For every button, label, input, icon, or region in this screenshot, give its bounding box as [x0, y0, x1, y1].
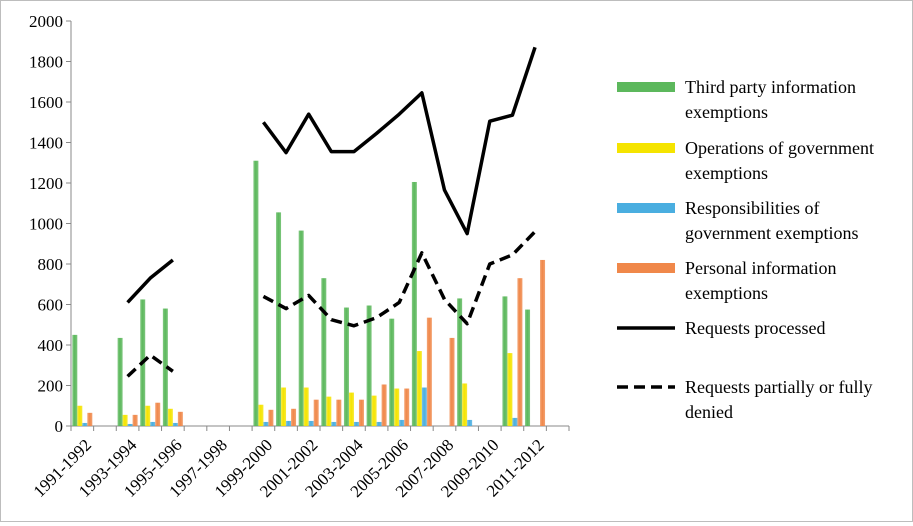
bar [426, 317, 432, 426]
legend-label: Responsibilities of [685, 198, 820, 218]
legend-label: Personal information [685, 258, 836, 278]
bar [507, 353, 513, 426]
bar [268, 409, 274, 426]
bar [258, 404, 264, 426]
bar [82, 422, 88, 426]
bar [162, 308, 168, 426]
legend-label: Operations of government [685, 138, 874, 158]
bar [336, 399, 342, 426]
legend-swatch [617, 82, 675, 92]
bar [117, 337, 123, 426]
bar [502, 296, 508, 426]
bar [467, 419, 473, 426]
legend-label: exemptions [685, 102, 768, 122]
legend-swatch [617, 203, 675, 213]
bar [155, 402, 161, 426]
requests-denied-line [126, 353, 174, 378]
bar [517, 278, 523, 426]
bar [411, 181, 417, 426]
legend-label: denied [685, 402, 733, 422]
bar [72, 334, 78, 426]
bar [343, 307, 349, 426]
bar [132, 414, 138, 426]
bar [177, 411, 183, 426]
bar [127, 423, 133, 426]
bar [286, 420, 292, 426]
bar [313, 399, 319, 426]
bar [326, 396, 332, 426]
legend-label: Third party information [685, 77, 856, 97]
legend-label: Requests processed [685, 318, 825, 338]
bar [394, 388, 400, 426]
bar [389, 318, 395, 426]
bar [281, 387, 287, 426]
legend: Third party information exemptions Operati… [617, 77, 874, 422]
legend-label: government exemptions [685, 223, 858, 243]
y-tick-label: 1400 [29, 134, 63, 153]
bar [253, 160, 259, 426]
bar [376, 421, 382, 426]
requests-processed-line [126, 258, 174, 304]
bar [449, 337, 455, 426]
bar [291, 408, 297, 426]
legend-label: exemptions [685, 283, 768, 303]
bar [525, 309, 531, 426]
bar [77, 405, 83, 426]
bar [416, 351, 422, 426]
y-tick-label: 800 [38, 255, 64, 274]
bar [348, 392, 354, 426]
bar [122, 414, 128, 426]
bar [366, 305, 372, 426]
legend-swatch [617, 263, 675, 273]
y-tick-label: 200 [38, 377, 64, 396]
y-tick-label: 1200 [29, 174, 63, 193]
bar [308, 420, 314, 426]
bar [404, 388, 410, 426]
bar [298, 230, 304, 426]
y-tick-label: 400 [38, 336, 64, 355]
legend-swatch [617, 143, 675, 153]
bar [457, 298, 463, 426]
bar [462, 383, 468, 426]
legend-label: Requests partially or fully [685, 377, 872, 397]
bar [167, 408, 173, 426]
y-tick-label: 2000 [29, 12, 63, 31]
bar [512, 417, 518, 426]
legend-label: exemptions [685, 163, 768, 183]
bar [321, 278, 327, 426]
bar [421, 387, 427, 426]
bar [276, 212, 282, 426]
bar [145, 405, 151, 426]
y-tick-label: 0 [55, 417, 64, 436]
bar [381, 384, 387, 426]
y-tick-label: 1600 [29, 93, 63, 112]
bar [358, 399, 364, 426]
plot-area: 0200400600800100012001400160018002000199… [29, 12, 570, 501]
bar [331, 421, 337, 426]
requests-denied-line [262, 230, 537, 328]
y-tick-label: 600 [38, 296, 64, 315]
requests-processed-line [262, 46, 537, 236]
y-tick-label: 1800 [29, 53, 63, 72]
bar [540, 259, 546, 426]
bar [353, 421, 359, 426]
bar [303, 387, 309, 426]
bar [150, 421, 156, 426]
bar [87, 412, 93, 426]
y-tick-label: 1000 [29, 215, 63, 234]
bar [172, 422, 178, 426]
bar [371, 395, 377, 426]
bar [263, 421, 269, 426]
bar [399, 419, 405, 426]
